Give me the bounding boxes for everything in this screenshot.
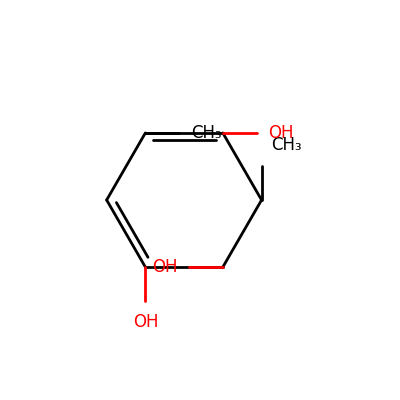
Text: OH: OH [152, 258, 177, 276]
Text: OH: OH [133, 313, 158, 331]
Text: CH₃: CH₃ [191, 124, 222, 142]
Text: OH: OH [268, 124, 294, 142]
Text: CH₃: CH₃ [272, 136, 302, 154]
